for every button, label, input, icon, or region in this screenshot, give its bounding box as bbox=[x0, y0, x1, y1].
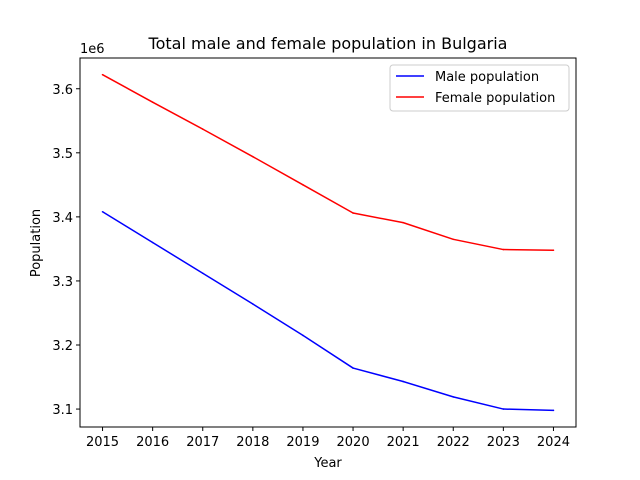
x-tick-label: 2021 bbox=[387, 435, 420, 450]
data-point-male-population bbox=[302, 334, 304, 337]
data-point-male-population bbox=[402, 380, 404, 383]
data-point-female-population bbox=[352, 212, 354, 214]
chart-title: Total male and female population in Bulg… bbox=[148, 34, 508, 53]
data-point-female-population bbox=[402, 221, 404, 224]
data-point-female-population bbox=[552, 249, 555, 251]
x-tick-label: 2018 bbox=[236, 435, 269, 450]
legend: Male population Female population bbox=[389, 64, 570, 112]
data-point-female-population bbox=[151, 101, 154, 103]
x-tick-label: 2022 bbox=[437, 435, 470, 450]
plot-area bbox=[101, 73, 555, 412]
data-point-male-population bbox=[252, 303, 254, 305]
y-tick-label: 3.6 bbox=[52, 83, 73, 98]
y-tick-label: 3.4 bbox=[52, 211, 73, 226]
x-tick-label: 2015 bbox=[86, 435, 119, 450]
legend-box bbox=[389, 64, 570, 112]
x-tick-label: 2024 bbox=[537, 435, 570, 450]
data-point-male-population bbox=[502, 408, 505, 410]
y-axis-ticks: 3.1 3.2 3.3 3.4 3.5 3.6 bbox=[52, 83, 80, 418]
data-point-male-population bbox=[101, 210, 104, 213]
y-tick-label: 3.2 bbox=[52, 339, 73, 354]
legend-label-male: Male population bbox=[435, 70, 539, 85]
series-line-male-population bbox=[102, 211, 554, 412]
x-tick-label: 2019 bbox=[286, 435, 319, 450]
y-tick-label: 3.3 bbox=[52, 275, 73, 290]
data-point-male-population bbox=[151, 241, 154, 244]
data-point-male-population bbox=[352, 367, 354, 369]
data-point-female-population bbox=[201, 128, 204, 130]
series-line-female-population bbox=[102, 74, 554, 251]
y-offset-label: 1e6 bbox=[80, 42, 105, 57]
axes-frame bbox=[79, 57, 577, 428]
legend-label-female: Female population bbox=[435, 91, 555, 106]
data-point-female-population bbox=[101, 73, 104, 76]
x-axis-label: Year bbox=[313, 456, 342, 471]
y-tick-label: 3.1 bbox=[52, 403, 73, 418]
data-point-female-population bbox=[252, 155, 254, 158]
x-tick-label: 2017 bbox=[186, 435, 219, 450]
data-point-male-population bbox=[552, 409, 555, 412]
data-point-female-population bbox=[452, 238, 455, 241]
x-tick-label: 2023 bbox=[487, 435, 520, 450]
y-tick-label: 3.5 bbox=[52, 147, 73, 162]
data-point-male-population bbox=[452, 396, 455, 398]
x-tick-label: 2016 bbox=[136, 435, 169, 450]
data-point-male-population bbox=[201, 272, 204, 275]
y-axis-label: Population bbox=[29, 209, 44, 277]
x-axis-ticks: 2015 2016 2017 2018 2019 2020 2021 2022 2023 2024 bbox=[86, 427, 570, 450]
data-point-female-population bbox=[502, 248, 505, 251]
data-point-female-population bbox=[302, 184, 304, 186]
x-tick-label: 2020 bbox=[337, 435, 370, 450]
